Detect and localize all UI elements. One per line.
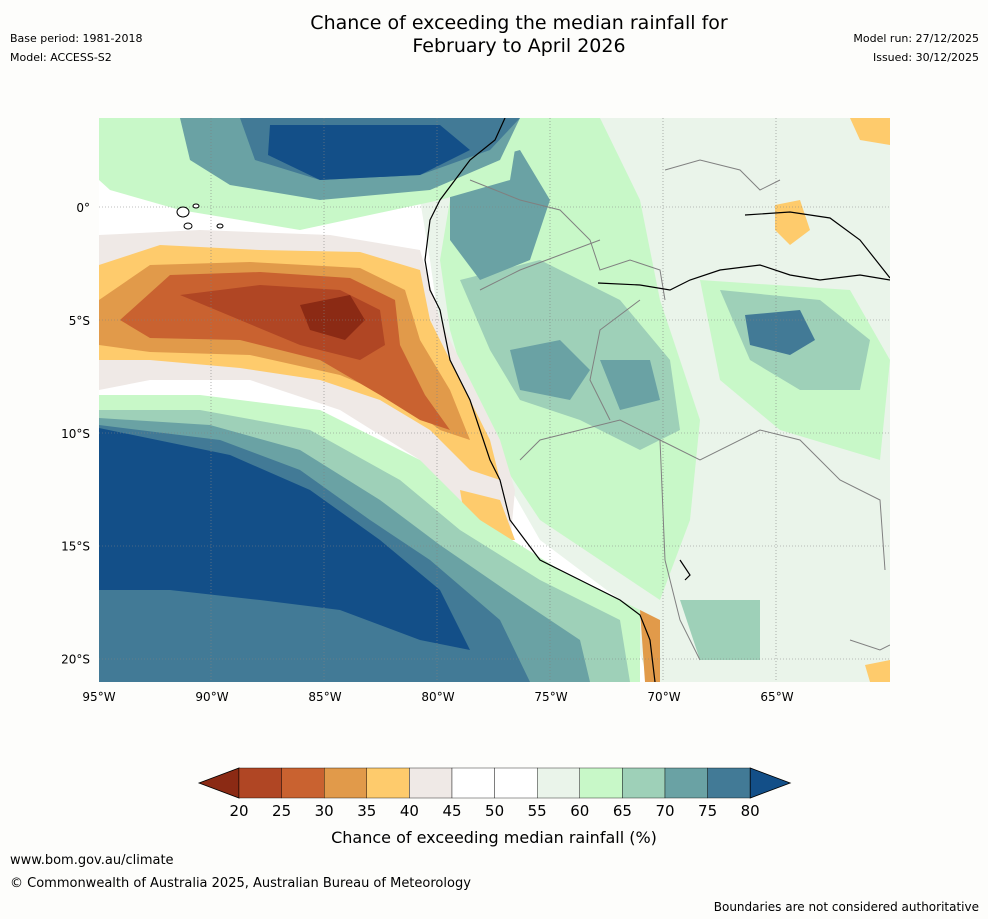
region-south-green <box>680 600 760 660</box>
region-south-ocean-verywet <box>99 428 470 650</box>
colorbar-tick: 60 <box>570 802 589 820</box>
lat-label: 10°S <box>61 427 90 441</box>
colorbar-tick: 50 <box>485 802 504 820</box>
lon-label: 65°W <box>760 690 793 704</box>
lat-label: 5°S <box>69 314 90 328</box>
colorbar-bin <box>324 767 368 799</box>
issued-date: Issued: 30/12/2025 <box>872 51 979 64</box>
map-field <box>99 118 890 682</box>
colorbar-tick: 20 <box>229 802 248 820</box>
colorbar-tick: 30 <box>315 802 334 820</box>
colorbar-bin <box>366 767 410 799</box>
region-land-teal-east <box>745 310 815 355</box>
region-land-teal-3 <box>600 360 660 410</box>
title-line-1: Chance of exceeding the median rainfall … <box>310 12 728 34</box>
lon-label: 95°W <box>82 690 115 704</box>
lon-label: 80°W <box>421 690 454 704</box>
colorbar-bin <box>622 767 666 799</box>
colorbar-label: Chance of exceeding median rainfall (%) <box>331 828 657 847</box>
country-borders <box>469 159 890 661</box>
colorbar-tick: 65 <box>613 802 632 820</box>
colorbar-bin <box>451 767 495 799</box>
footer-url[interactable]: www.bom.gov.au/climate <box>10 853 174 868</box>
colorbar-arrow-left <box>197 767 240 799</box>
colorbar-bin <box>238 767 282 799</box>
region-dry-core <box>300 295 365 340</box>
colorbar-tick: 25 <box>272 802 291 820</box>
lat-label: 20°S <box>61 652 90 666</box>
map-title: Chance of exceeding the median rainfall … <box>194 12 844 58</box>
colorbar: 20 25 30 35 40 45 50 55 60 65 70 75 80 <box>197 767 792 820</box>
lon-label: 85°W <box>308 690 341 704</box>
footer-disclaimer: Boundaries are not considered authoritat… <box>713 900 979 914</box>
footer-copyright: © Commonwealth of Australia 2025, Austra… <box>10 876 471 891</box>
colorbar-bin <box>707 767 751 799</box>
base-period: Base period: 1981-2018 <box>10 32 143 45</box>
coastline <box>424 118 890 682</box>
colorbar-tick: 45 <box>442 802 461 820</box>
model-name: Model: ACCESS-S2 <box>10 51 112 64</box>
region-northeast-dry <box>775 200 810 245</box>
colorbar-tick: 55 <box>528 802 547 820</box>
colorbar-bin <box>537 767 581 799</box>
colorbar-bin <box>664 767 708 799</box>
lon-label: 70°W <box>647 690 680 704</box>
graticule <box>99 118 890 682</box>
colorbar-tick: 35 <box>357 802 376 820</box>
region-corner-dry <box>850 118 890 145</box>
colorbar-bin <box>409 767 453 799</box>
lon-label: 75°W <box>534 690 567 704</box>
colorbar-bin <box>494 767 538 799</box>
lon-label: 90°W <box>195 690 228 704</box>
region-corner-dry-2 <box>865 660 890 682</box>
longitude-labels: 95°W 90°W 85°W 80°W 75°W 70°W 65°W <box>82 690 793 704</box>
region-north-ocean-verywet <box>268 125 470 180</box>
colorbar-bin <box>579 767 623 799</box>
lat-label: 15°S <box>61 540 90 554</box>
latitude-labels: 0° 5°S 10°S 15°S 20°S <box>61 201 90 666</box>
lat-label: 0° <box>76 201 90 215</box>
colorbar-arrow-right <box>749 767 792 799</box>
model-run-date: Model run: 27/12/2025 <box>853 32 979 45</box>
colorbar-tick: 40 <box>400 802 419 820</box>
colorbar-tick: 80 <box>741 802 760 820</box>
title-line-2: February to April 2026 <box>412 35 626 57</box>
colorbar-tick: 75 <box>698 802 717 820</box>
colorbar-bin <box>281 767 325 799</box>
galapagos-islands <box>176 203 224 230</box>
colorbar-tick: 70 <box>655 802 674 820</box>
